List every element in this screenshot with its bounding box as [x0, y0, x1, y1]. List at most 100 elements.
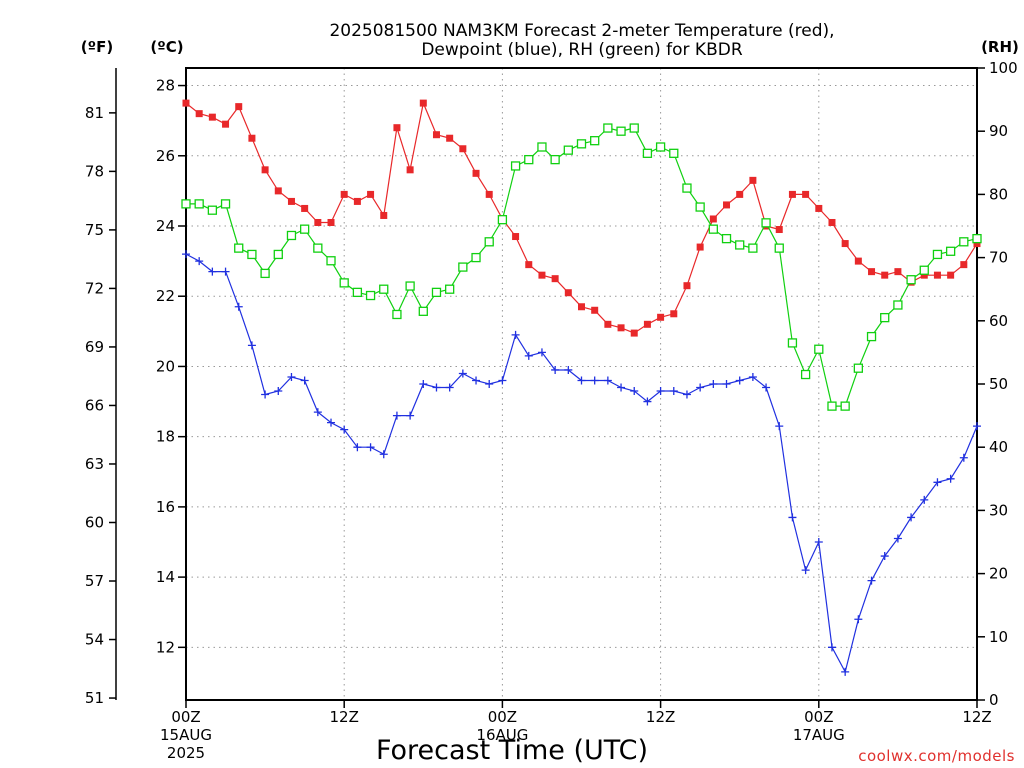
temperature-point	[973, 240, 981, 248]
dewpoint-point	[392, 411, 401, 420]
x-axis-title: Forecast Time (UTC)	[376, 735, 648, 766]
rh-tick-label: 40	[989, 438, 1008, 456]
temperature-point	[960, 261, 968, 269]
temperature-point	[683, 282, 691, 290]
dewpoint-point	[234, 302, 243, 311]
dewpoint-point	[748, 372, 757, 381]
temperature-point	[419, 99, 427, 107]
temperature-point	[564, 289, 572, 297]
rh-point	[866, 331, 877, 342]
temperature-line	[185, 101, 978, 334]
temperature-point	[578, 303, 585, 311]
dewpoint-point	[920, 495, 929, 504]
rh-point	[616, 126, 626, 136]
dewpoint-point	[247, 341, 256, 350]
x-tick-label: 12Z	[646, 708, 675, 726]
rh-point	[220, 199, 231, 209]
rh-point	[853, 363, 863, 373]
temperature-point	[406, 166, 414, 174]
fahrenheit-tick-label: 75	[85, 221, 104, 239]
dewpoint-point	[406, 411, 415, 420]
temperature-point	[367, 190, 375, 198]
rh-tick-label: 80	[989, 185, 1008, 203]
fahrenheit-tick-label: 54	[85, 631, 104, 649]
dewpoint-point	[195, 257, 204, 266]
rh-point	[735, 240, 745, 250]
dewpoint-point	[182, 250, 190, 259]
celsius-tick-label: 16	[156, 498, 175, 516]
dewpoint-point	[498, 376, 507, 385]
dewpoint-point	[524, 351, 533, 360]
rh-point	[919, 265, 929, 275]
fahrenheit-tick-label: 72	[85, 279, 104, 297]
rh-point	[497, 215, 508, 225]
fahrenheit-tick-label: 81	[85, 104, 104, 122]
rh-point	[748, 243, 758, 253]
temperature-point	[788, 190, 796, 198]
celsius-tick-label: 20	[156, 357, 175, 375]
rh-point	[840, 401, 850, 411]
rh-tick-label: 30	[989, 501, 1008, 519]
rh-point	[906, 275, 916, 285]
rh-point	[945, 246, 956, 256]
grid	[186, 68, 977, 700]
dewpoint-point	[208, 267, 217, 276]
x-tick-label: 12Z	[330, 708, 359, 726]
dewpoint-point	[973, 422, 981, 431]
celsius-tick-label: 24	[156, 217, 175, 235]
x-tick-label: 12Z	[962, 708, 991, 726]
dewpoint-point	[564, 365, 573, 374]
dewpoint-point	[682, 390, 691, 399]
rh-point	[365, 290, 376, 301]
rh-tick-label: 90	[989, 122, 1008, 140]
temperature-point	[881, 271, 889, 279]
dewpoint-point	[353, 443, 362, 452]
dewpoint-point	[827, 643, 836, 652]
rh-point	[682, 183, 692, 193]
temperature-point	[327, 218, 335, 226]
dewpoint-line	[185, 253, 978, 674]
dewpoint-point	[419, 380, 428, 388]
temperature-point	[643, 320, 651, 328]
rh-point	[721, 233, 732, 244]
rh-point	[405, 281, 415, 291]
dewpoint-point	[854, 615, 863, 624]
temperature-point	[301, 204, 309, 212]
temperature-point	[868, 268, 876, 276]
rh-point	[550, 154, 560, 165]
dewpoint-point	[709, 380, 718, 388]
temperature-point	[248, 134, 256, 142]
temperature-point	[261, 166, 269, 174]
rh-tick-label: 10	[989, 628, 1008, 646]
temperature-point	[709, 215, 717, 223]
temperature-point	[551, 275, 559, 283]
temperature-point	[195, 110, 203, 118]
dewpoint-point	[775, 422, 784, 431]
dewpoint-point	[893, 534, 902, 543]
dewpoint-point	[801, 566, 810, 575]
celsius-tick-label: 18	[156, 428, 175, 446]
dewpoint-point	[327, 418, 336, 427]
rh-tick-label: 70	[989, 249, 1008, 267]
celsius-tick-label: 22	[156, 287, 175, 305]
series-layer	[181, 99, 982, 676]
dewpoint-point	[274, 387, 283, 396]
rh-point	[339, 278, 349, 288]
rh-point	[392, 309, 402, 320]
dewpoint-point	[458, 369, 467, 378]
temperature-point	[696, 243, 704, 251]
rh-point	[642, 148, 653, 158]
dewpoint-point	[551, 365, 560, 374]
rh-point	[458, 262, 468, 272]
chart-title-line-1: 2025081500 NAM3KM Forecast 2-meter Tempe…	[329, 21, 834, 41]
rh-point	[761, 218, 771, 228]
rh-point	[708, 224, 718, 234]
temperature-point	[380, 211, 388, 219]
temperature-point	[340, 190, 348, 198]
rh-point	[207, 205, 218, 215]
rh-point	[629, 123, 639, 133]
rh-point	[379, 284, 389, 294]
temperature-point	[828, 218, 836, 226]
rh-point	[418, 306, 428, 316]
